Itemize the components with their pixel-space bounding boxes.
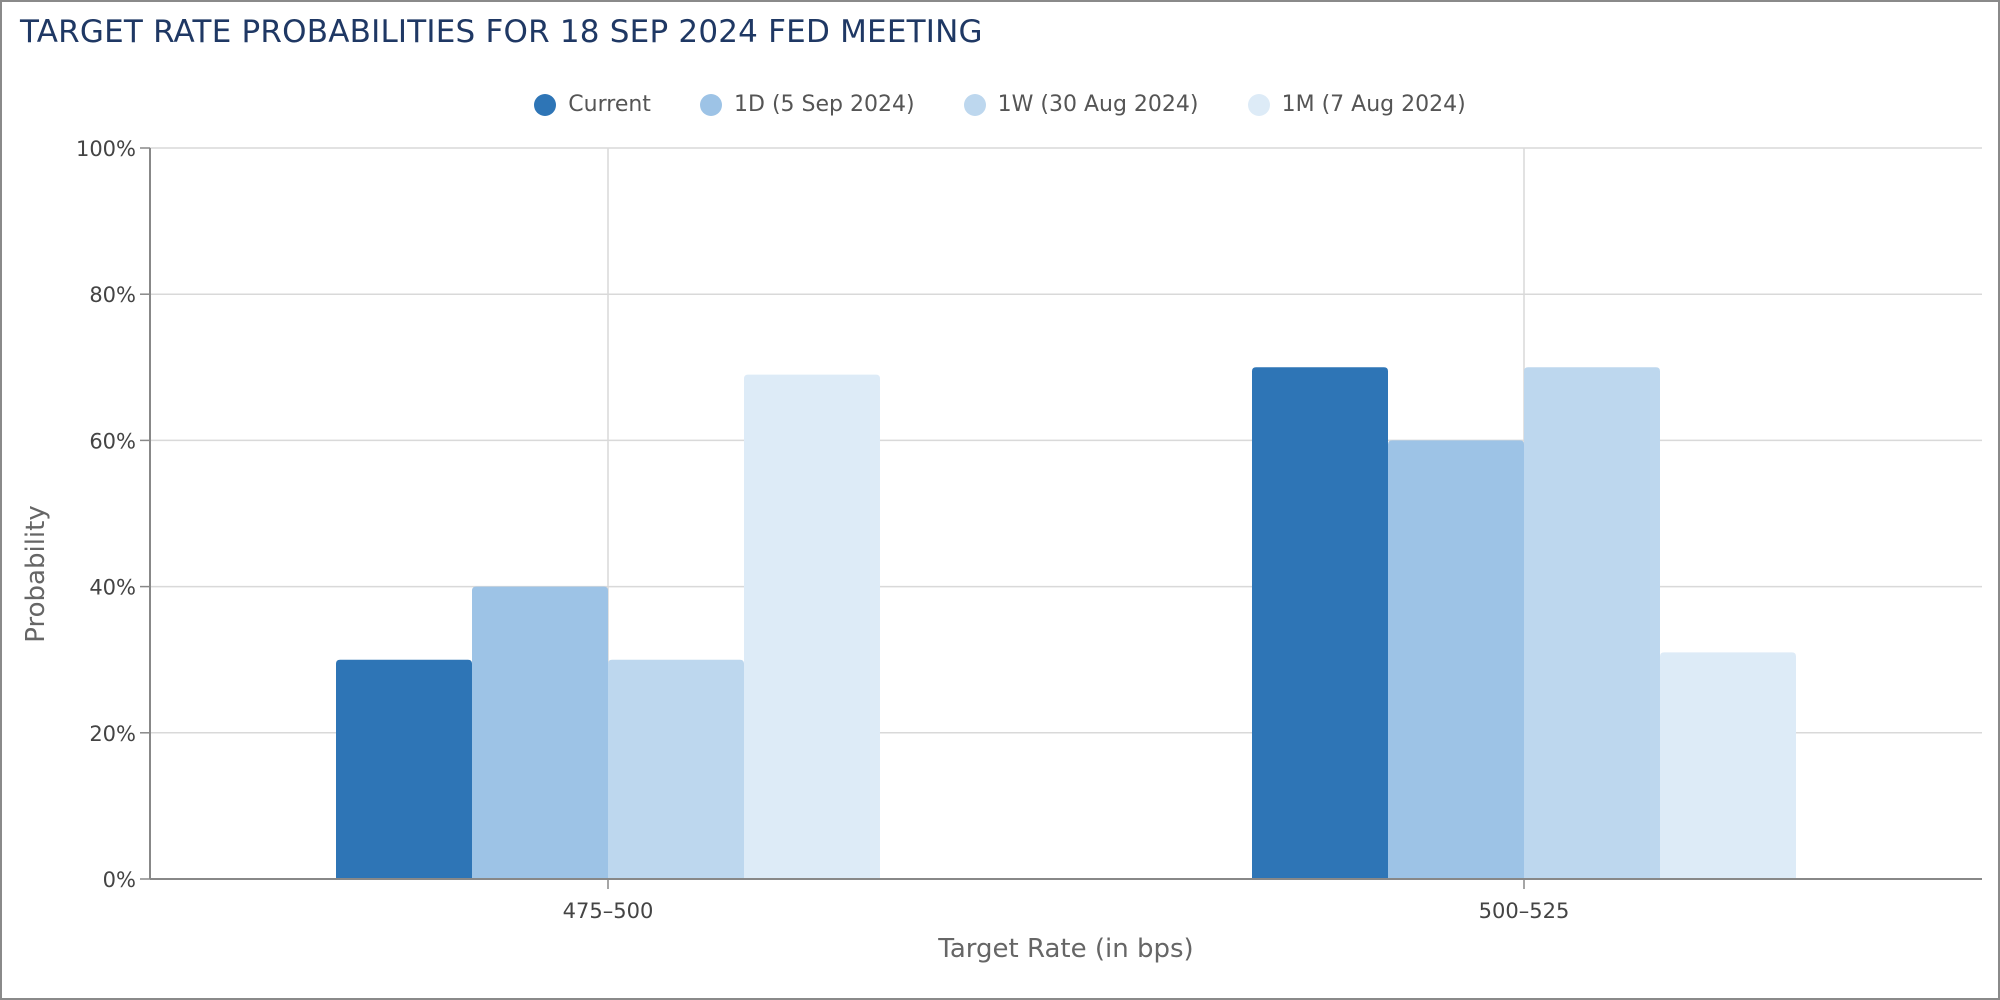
legend-label-current: Current — [568, 92, 651, 117]
x-tick-label: 500–525 — [1479, 899, 1570, 923]
bar-current-475-500[interactable] — [336, 659, 472, 879]
bar-1w-500-525[interactable] — [1524, 367, 1660, 879]
bars — [336, 367, 1796, 879]
y-tick-label: 40% — [89, 576, 136, 600]
legend-item-1d[interactable]: 1D (5 Sep 2024) — [700, 92, 915, 117]
legend-swatch-current — [534, 93, 557, 116]
bar-1d-500-525[interactable] — [1388, 440, 1524, 879]
bar-1w-475-500[interactable] — [608, 659, 744, 879]
x-axis-label: Target Rate (in bps) — [937, 934, 1193, 964]
x-tick-labels: 475–500 500–525 — [563, 899, 1570, 923]
bar-1m-500-525[interactable] — [1660, 652, 1796, 879]
legend-label-1d: 1D (5 Sep 2024) — [734, 92, 915, 117]
bar-1d-475-500[interactable] — [472, 586, 608, 879]
legend-swatch-1w — [963, 93, 986, 116]
chart-title: TARGET RATE PROBABILITIES FOR 18 SEP 202… — [20, 14, 983, 50]
legend-item-current[interactable]: Current — [534, 92, 651, 117]
legend-item-1w[interactable]: 1W (30 Aug 2024) — [963, 92, 1199, 117]
y-tick-label: 0% — [103, 868, 136, 892]
legend-label-1m: 1M (7 Aug 2024) — [1281, 92, 1466, 117]
legend-swatch-1d — [700, 93, 723, 116]
chart-legend: Current 1D (5 Sep 2024) 1W (30 Aug 2024)… — [0, 92, 2000, 122]
y-axis-label: Probability — [21, 505, 51, 642]
legend-item-1m[interactable]: 1M (7 Aug 2024) — [1247, 92, 1466, 117]
y-tick-labels: 0% 20% 40% 60% 80% 100% — [76, 137, 136, 892]
y-tick-label: 80% — [89, 283, 136, 307]
y-tick-label: 60% — [89, 429, 136, 453]
x-tick-label: 475–500 — [563, 899, 654, 923]
bar-current-500-525[interactable] — [1252, 367, 1388, 879]
legend-swatch-1m — [1247, 93, 1270, 116]
y-tick-label: 100% — [76, 137, 136, 161]
bar-1m-475-500[interactable] — [744, 374, 880, 879]
axes — [140, 147, 1982, 889]
y-tick-label: 20% — [89, 722, 136, 746]
legend-label-1w: 1W (30 Aug 2024) — [997, 92, 1199, 117]
